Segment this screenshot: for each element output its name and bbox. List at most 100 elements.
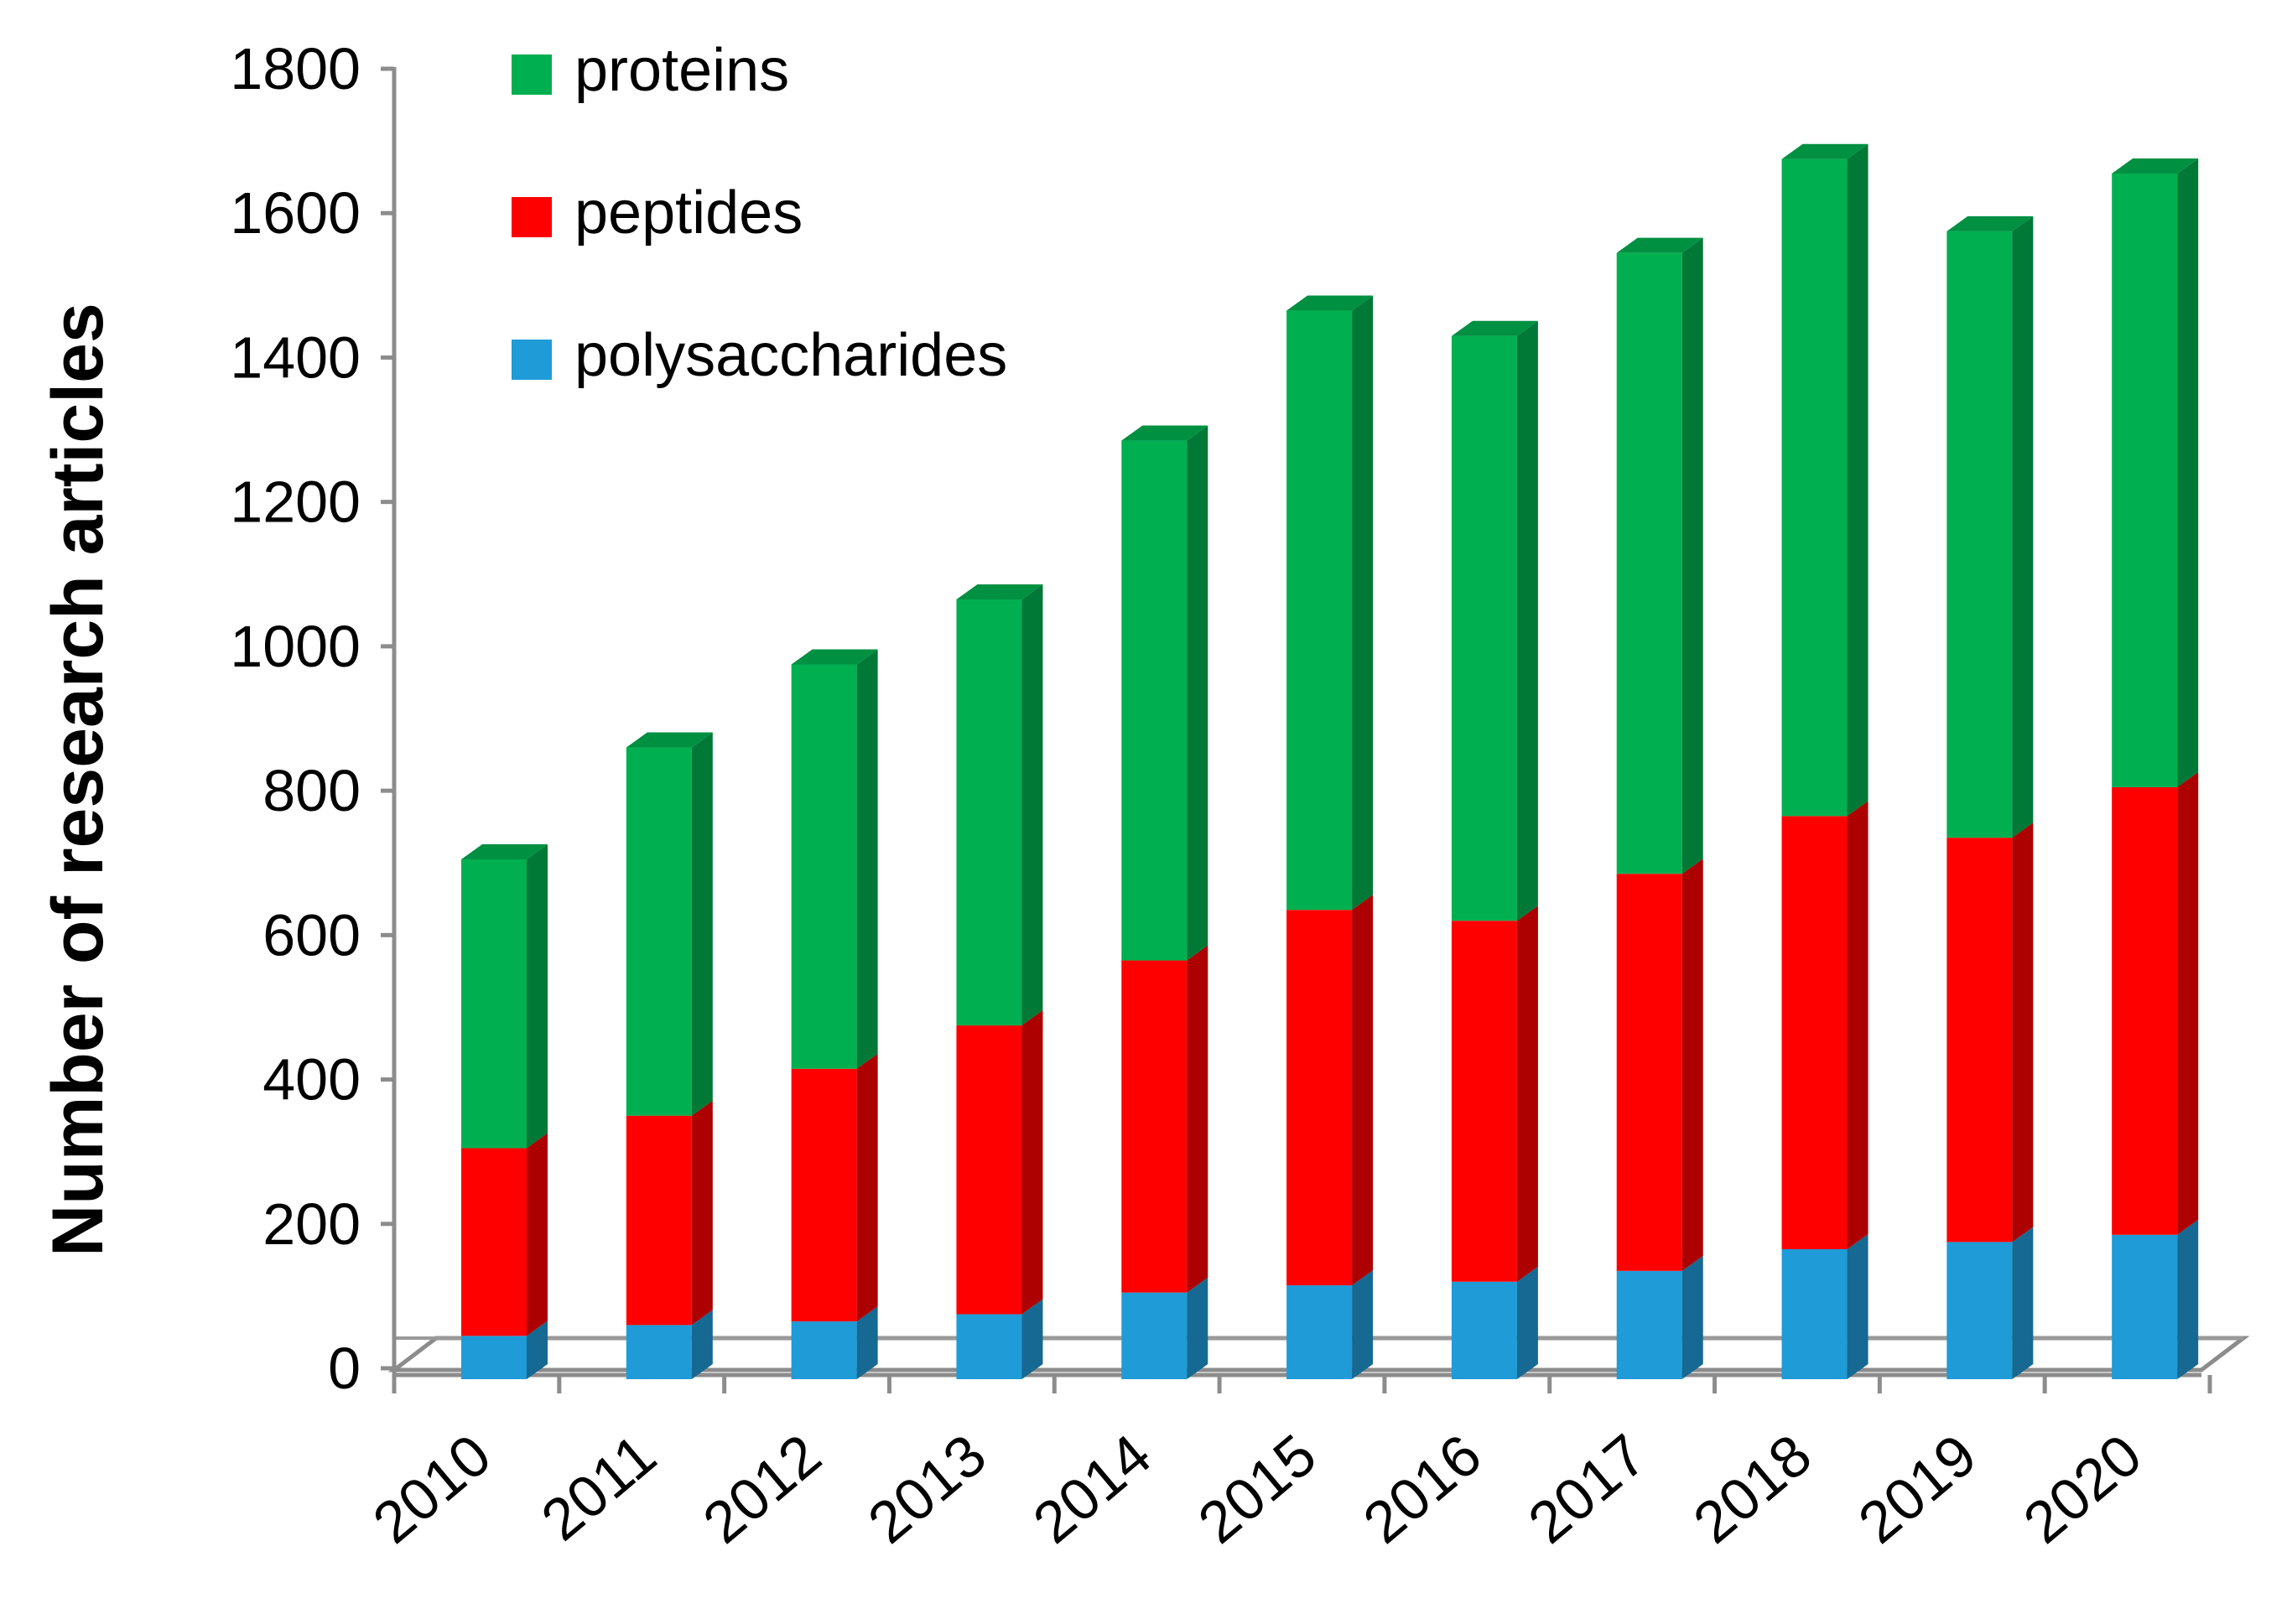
- x-tick-label: 2011: [529, 1422, 668, 1554]
- bar-segment-polysaccharides: [461, 1336, 527, 1379]
- bar-side-peptides: [2177, 771, 2199, 1235]
- bar-side-polysaccharides: [2177, 1219, 2199, 1379]
- bar-top-proteins: [1781, 143, 1868, 159]
- bar-side-polysaccharides: [1847, 1234, 1868, 1379]
- chart-legend: proteins peptides polysaccharides: [512, 37, 1007, 389]
- legend-label: polysaccharides: [574, 322, 1007, 389]
- bar-side-proteins: [2012, 215, 2034, 838]
- bar-top-proteins: [626, 732, 713, 748]
- bar-side-proteins: [1516, 320, 1538, 921]
- y-tick-label: 1400: [230, 324, 361, 390]
- legend-swatch: [512, 197, 552, 237]
- legend-label: proteins: [574, 37, 789, 104]
- bar-side-peptides: [1021, 1010, 1043, 1315]
- bar-segment-polysaccharides: [1946, 1242, 2013, 1379]
- bar-stack-2016: [1451, 320, 1538, 1379]
- bar-side-peptides: [1847, 801, 1868, 1249]
- bar-side-polysaccharides: [527, 1320, 548, 1379]
- bar-segment-peptides: [791, 1068, 857, 1322]
- bar-side-proteins: [691, 732, 713, 1116]
- bar-top-proteins: [1946, 215, 2034, 231]
- bar-side-polysaccharides: [1516, 1266, 1538, 1379]
- bar-side-peptides: [1681, 859, 1703, 1271]
- bar-segment-polysaccharides: [1286, 1285, 1353, 1379]
- bar-stack-2017: [1616, 237, 1703, 1379]
- bar-segment-polysaccharides: [791, 1321, 857, 1379]
- bar-segment-proteins: [956, 599, 1022, 1026]
- x-tick-label: 2016: [1351, 1422, 1493, 1556]
- bar-segment-polysaccharides: [1121, 1292, 1188, 1379]
- bar-top-proteins: [2112, 158, 2199, 174]
- bar-segment-peptides: [1121, 960, 1188, 1293]
- bar-segment-peptides: [1781, 816, 1848, 1249]
- bar-segment-proteins: [1781, 158, 1848, 817]
- bar-side-peptides: [527, 1133, 548, 1336]
- x-tick-label: 2018: [1681, 1422, 1823, 1556]
- y-tick-label: 600: [262, 902, 361, 968]
- bar-side-peptides: [856, 1053, 878, 1322]
- bar-side-polysaccharides: [1681, 1255, 1703, 1379]
- bar-segment-peptides: [461, 1148, 527, 1336]
- legend-item-peptides: peptides: [512, 179, 803, 246]
- bar-side-peptides: [1516, 905, 1538, 1282]
- bar-segment-peptides: [1616, 874, 1682, 1271]
- y-tick-label: 0: [328, 1336, 361, 1401]
- bar-segment-peptides: [1451, 921, 1517, 1282]
- legend-item-polysaccharides: polysaccharides: [512, 322, 1007, 389]
- bar-side-proteins: [1847, 143, 1868, 817]
- bar-segment-polysaccharides: [2112, 1234, 2178, 1379]
- bar-segment-proteins: [1451, 335, 1517, 921]
- bar-top-proteins: [1616, 237, 1703, 253]
- y-tick-label: 400: [262, 1047, 361, 1113]
- x-tick-label: 2010: [361, 1422, 502, 1556]
- bar-segment-peptides: [1946, 838, 2013, 1243]
- bar-segment-proteins: [1946, 231, 2013, 838]
- x-tick-label: 2019: [1847, 1422, 1988, 1556]
- x-tick-label: 2017: [1516, 1422, 1658, 1556]
- bar-side-polysaccharides: [1187, 1277, 1208, 1379]
- y-axis-title: Number of research articles: [38, 303, 118, 1257]
- legend-item-proteins: proteins: [512, 37, 789, 104]
- bar-top-proteins: [461, 844, 548, 859]
- bar-side-polysaccharides: [1352, 1270, 1374, 1379]
- bar-segment-polysaccharides: [1616, 1270, 1682, 1379]
- bar-side-proteins: [1187, 425, 1208, 961]
- bar-stack-2018: [1781, 143, 1868, 1379]
- bar-side-peptides: [1352, 895, 1374, 1286]
- bar-segment-proteins: [1616, 252, 1682, 874]
- bar-side-proteins: [2177, 158, 2199, 787]
- bar-top-proteins: [1121, 425, 1208, 441]
- bar-stack-2015: [1286, 295, 1374, 1379]
- bar-side-proteins: [1352, 295, 1374, 911]
- bar-side-polysaccharides: [2012, 1227, 2034, 1379]
- y-tick-label: 1200: [230, 470, 361, 535]
- bar-side-proteins: [856, 649, 878, 1069]
- bar-segment-polysaccharides: [1451, 1281, 1517, 1379]
- bar-top-proteins: [956, 584, 1043, 599]
- y-tick-label: 1000: [230, 614, 361, 679]
- bar-segment-proteins: [1286, 310, 1353, 911]
- bar-stack-2014: [1121, 425, 1208, 1379]
- bar-stack-2011: [626, 732, 713, 1379]
- x-tick-label: 2013: [856, 1422, 998, 1556]
- bar-segment-peptides: [2112, 786, 2178, 1235]
- bar-segment-proteins: [791, 664, 857, 1069]
- bar-side-peptides: [691, 1100, 713, 1326]
- bar-side-peptides: [2012, 822, 2034, 1243]
- bar-segment-proteins: [461, 859, 527, 1149]
- bar-segment-proteins: [1121, 440, 1188, 961]
- bar-side-proteins: [527, 844, 548, 1149]
- x-tick-label: 2015: [1186, 1422, 1328, 1556]
- bar-stack-2013: [956, 584, 1043, 1379]
- bar-stack-2012: [791, 649, 878, 1379]
- bar-side-peptides: [1187, 945, 1208, 1293]
- bar-segment-proteins: [626, 747, 692, 1116]
- bar-side-polysaccharides: [691, 1310, 713, 1379]
- x-tick-label: 2012: [691, 1422, 833, 1556]
- y-tick-label: 800: [262, 758, 361, 823]
- legend-label: peptides: [574, 179, 803, 246]
- chart-bars: [461, 143, 2199, 1379]
- x-tick-label: 2020: [2011, 1422, 2153, 1556]
- bar-segment-peptides: [956, 1025, 1022, 1315]
- bar-segment-peptides: [1286, 910, 1353, 1286]
